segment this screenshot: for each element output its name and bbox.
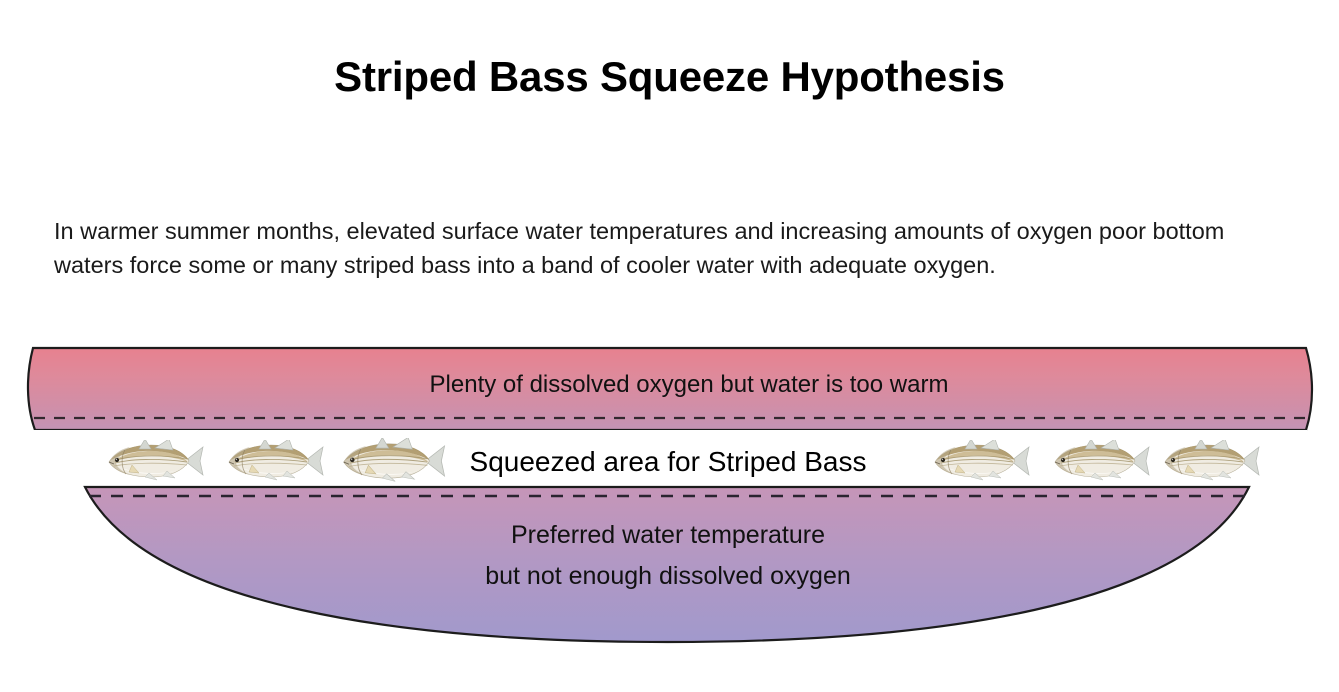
middle-band-group: Squeezed area for Striped Bass bbox=[33, 430, 1307, 486]
bottom-band-shape bbox=[83, 485, 1251, 644]
intro-paragraph: In warmer summer months, elevated surfac… bbox=[54, 217, 1225, 278]
bottom-band-group: Preferred water temperature but not enou… bbox=[83, 485, 1251, 644]
bottom-band-label-line-1: Preferred water temperature bbox=[511, 521, 825, 549]
bottom-band-label-line-2: but not enough dissolved oxygen bbox=[485, 562, 851, 590]
middle-band-label: Squeezed area for Striped Bass bbox=[470, 446, 867, 477]
striped-bass-squeeze-diagram: Plenty of dissolved oxygen but water is … bbox=[0, 330, 1339, 660]
top-band-label: Plenty of dissolved oxygen but water is … bbox=[430, 371, 949, 398]
page-title: Striped Bass Squeeze Hypothesis bbox=[334, 53, 1005, 101]
top-band-group: Plenty of dissolved oxygen but water is … bbox=[26, 346, 1314, 432]
